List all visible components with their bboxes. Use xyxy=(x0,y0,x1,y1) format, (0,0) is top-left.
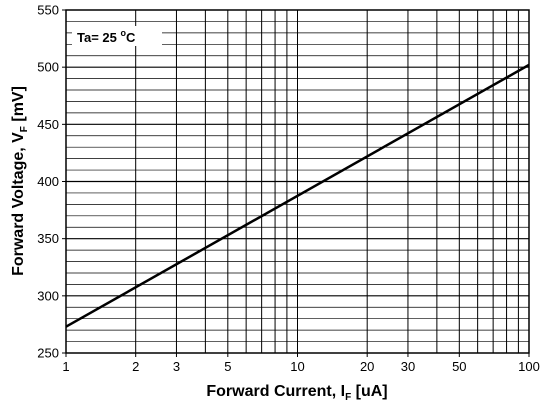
y-tick-label: 250 xyxy=(37,346,59,361)
series-line xyxy=(65,63,530,328)
y-tick-label: 400 xyxy=(37,174,59,189)
x-axis-label-sub: F xyxy=(345,392,351,403)
x-tick-label: 2 xyxy=(132,359,139,374)
svg-text:Ta= 25 oC: Ta= 25 oC xyxy=(77,28,136,45)
x-tick-label: 1 xyxy=(62,359,69,374)
grid-lines xyxy=(66,10,529,353)
y-tick-label: 300 xyxy=(37,288,59,303)
plot-frame xyxy=(65,9,530,354)
tick-labels: 1 2 3 5 10 20 30 50 100 250 300 350 400 450 500 550 xyxy=(37,3,540,375)
x-axis-label-unit: [uA] xyxy=(351,383,387,400)
y-axis-label-sub: F xyxy=(19,126,30,132)
y-tick-label: 500 xyxy=(37,60,59,75)
x-tick-label: 10 xyxy=(290,359,304,374)
temperature-annotation: Ta= 25 oC xyxy=(72,26,162,46)
y-axis-label-unit: [mV] xyxy=(10,86,27,126)
annotation-prefix: Ta= 25 xyxy=(77,30,120,45)
y-tick-label: 550 xyxy=(37,3,59,18)
degree-mark: o xyxy=(120,28,126,38)
annotation-suffix: C xyxy=(126,30,136,45)
y-axis-label: Forward Voltage, VF [mV] xyxy=(10,86,30,276)
x-tick-label: 30 xyxy=(401,359,415,374)
series-layer xyxy=(65,63,530,328)
x-tick-label: 50 xyxy=(452,359,466,374)
y-axis-label-main: Forward Voltage, V xyxy=(10,132,27,276)
x-axis-label-main: Forward Current, I xyxy=(206,383,345,400)
annotation-box xyxy=(72,26,162,46)
y-tick-label: 350 xyxy=(37,231,59,246)
x-tick-label: 5 xyxy=(224,359,231,374)
x-axis-label: Forward Current, IF [uA] xyxy=(206,383,387,403)
y-tick-label: 450 xyxy=(37,117,59,132)
x-tick-label: 100 xyxy=(518,359,540,374)
x-tick-label: 3 xyxy=(173,359,180,374)
x-tick-label: 20 xyxy=(360,359,374,374)
